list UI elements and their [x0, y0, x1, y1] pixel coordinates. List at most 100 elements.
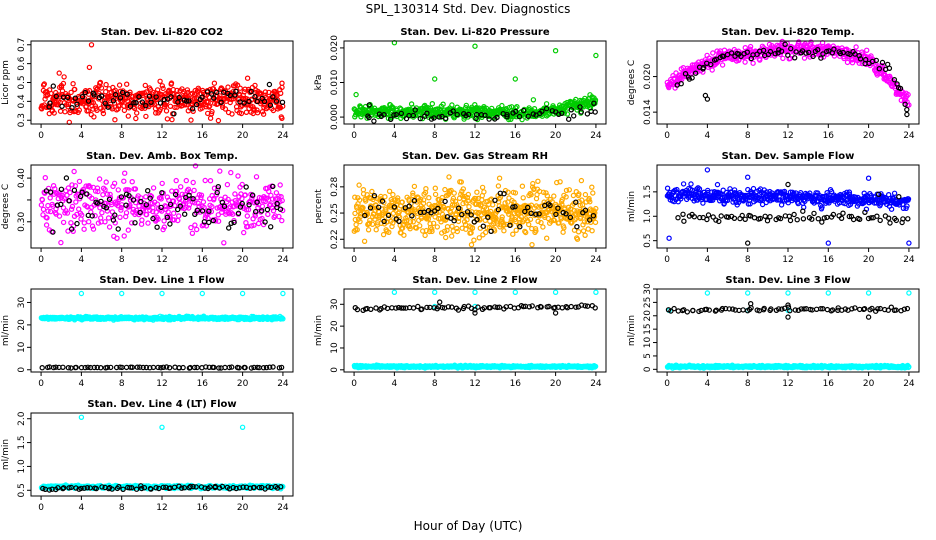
data-point — [905, 216, 911, 222]
data-points — [664, 38, 912, 118]
data-point — [592, 219, 599, 226]
data-point — [119, 89, 126, 96]
data-point — [530, 111, 537, 117]
data-point — [564, 111, 571, 117]
x-tick-label: 24 — [590, 255, 602, 265]
data-point — [465, 111, 472, 118]
data-point — [105, 215, 112, 221]
data-point — [270, 94, 276, 100]
data-point — [181, 211, 188, 217]
data-point — [150, 185, 157, 191]
data-point — [183, 177, 189, 184]
data-point — [449, 233, 455, 239]
data-point — [76, 107, 83, 113]
data-point — [175, 213, 182, 219]
data-point — [449, 102, 455, 108]
data-point — [422, 232, 428, 239]
outlier-point — [745, 240, 751, 246]
data-point — [169, 116, 175, 123]
data-point — [191, 187, 197, 194]
data-point — [236, 92, 243, 98]
data-point — [208, 111, 215, 117]
x-tick-label: 8 — [432, 255, 438, 265]
data-point — [268, 224, 274, 230]
data-point — [188, 224, 194, 231]
data-point — [680, 181, 687, 187]
data-point — [275, 97, 281, 103]
data-point — [451, 190, 457, 196]
y-tick-label: 30 — [17, 296, 27, 308]
y-tick-label: 0.020 — [643, 63, 653, 89]
data-point — [714, 181, 721, 188]
data-point — [589, 227, 595, 234]
outlier-point — [865, 175, 872, 181]
y-tick-label: 0.28 — [330, 177, 340, 197]
data-point — [568, 107, 575, 113]
data-point — [143, 102, 149, 109]
data-point — [474, 189, 480, 195]
y-tick-label: 1.0 — [643, 209, 653, 224]
data-point — [675, 214, 681, 221]
data-point — [81, 220, 88, 226]
data-point — [193, 101, 200, 108]
y-tick-label: 0.5 — [17, 75, 27, 89]
x-tick-label: 12 — [156, 131, 167, 141]
data-point — [443, 115, 449, 122]
outlier-point — [86, 64, 93, 71]
data-point — [82, 98, 88, 104]
outlier-point — [118, 290, 125, 297]
data-point — [159, 180, 165, 187]
data-point — [193, 226, 200, 233]
data-point — [127, 103, 134, 109]
data-point — [56, 213, 63, 219]
y-axis: 0.220.250.28 — [330, 177, 344, 249]
data-point — [153, 94, 159, 100]
data-point — [85, 218, 92, 225]
x-tick-label: 16 — [197, 379, 209, 389]
data-point — [853, 44, 859, 50]
data-point — [520, 195, 526, 201]
data-point — [248, 88, 254, 95]
x-axis: 0 4 8 12 16 20 24 — [351, 372, 602, 389]
data-points — [38, 163, 286, 246]
data-point — [60, 80, 67, 87]
y-axis-label: kPa — [314, 75, 324, 91]
plot-frame — [30, 288, 294, 373]
outlier-point — [552, 48, 559, 54]
data-point — [161, 218, 167, 224]
data-point — [432, 185, 438, 191]
data-point — [190, 179, 196, 186]
x-tick-label: 12 — [156, 379, 167, 389]
data-point — [129, 93, 135, 100]
y-tick-label: 0.4 — [17, 94, 27, 109]
data-point — [97, 79, 104, 86]
data-point — [73, 199, 79, 205]
data-point — [98, 93, 105, 99]
data-point — [410, 112, 416, 119]
data-point — [513, 108, 519, 115]
data-point — [443, 234, 449, 241]
data-point — [764, 217, 771, 224]
x-tick-label: 16 — [510, 131, 522, 141]
outlier-point — [366, 102, 372, 108]
data-point — [757, 57, 763, 63]
data-point — [58, 186, 65, 192]
data-point — [540, 224, 546, 230]
data-point — [762, 213, 768, 219]
outlier-point — [591, 100, 597, 107]
y-tick-label: 0 — [17, 367, 27, 373]
data-point — [142, 82, 148, 89]
outlier-point — [279, 115, 285, 122]
data-point — [207, 177, 214, 184]
y-tick-label: 0.6 — [17, 56, 27, 71]
x-axis: 0 4 8 12 16 20 24 — [351, 248, 602, 265]
data-point — [146, 93, 153, 100]
x-tick-label: 16 — [197, 255, 209, 265]
data-point — [106, 224, 113, 230]
data-point — [819, 219, 825, 225]
data-point — [76, 178, 83, 185]
